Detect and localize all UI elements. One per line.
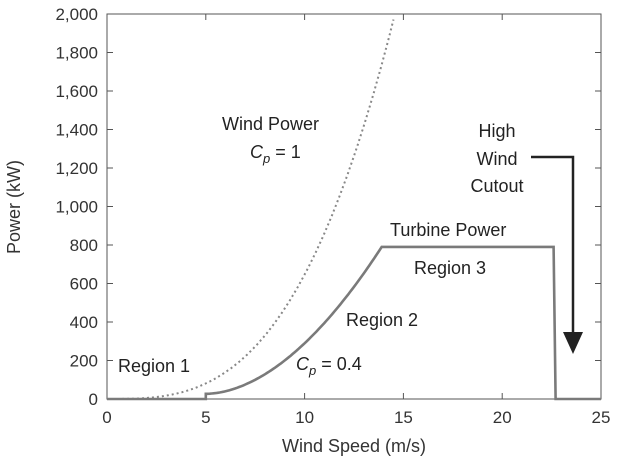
y-tick-label: 0: [89, 390, 98, 409]
x-tick-label: 5: [201, 408, 210, 427]
cp04-value: = 0.4: [321, 354, 362, 374]
cp04-subscript: p: [308, 363, 316, 378]
x-tick-label: 15: [394, 408, 413, 427]
turbine-power-curve: [107, 245, 601, 401]
y-tick-label: 2,000: [55, 5, 98, 24]
cp1-label: Cp = 1: [250, 142, 301, 166]
cutout-arrow-line: [531, 155, 575, 336]
region1-label: Region 1: [118, 356, 190, 376]
x-tick-label: 10: [295, 408, 314, 427]
y-tick-label: 1,400: [55, 121, 98, 140]
y-tick-label: 1,200: [55, 159, 98, 178]
x-tick-label: 0: [102, 408, 111, 427]
y-tick-label: 200: [70, 352, 98, 371]
x-axis-ticks: 0 5 10 15 20 25: [102, 14, 610, 427]
y-tick-label: 400: [70, 313, 98, 332]
x-tick-label: 20: [493, 408, 512, 427]
cp1-prefix: C: [250, 142, 264, 162]
cp04-label: Cp = 0.4: [296, 354, 362, 378]
y-tick-label: 1,000: [55, 198, 98, 217]
cutout-arrow-head: [563, 332, 583, 354]
y-tick-label: 800: [70, 236, 98, 255]
cutout-line3: Cutout: [470, 176, 523, 196]
wind-power-label: Wind Power: [222, 114, 319, 134]
wind-power-curve: [107, 19, 395, 400]
plot-frame: [106, 13, 602, 400]
cp04-prefix: C: [296, 354, 310, 374]
series-layer: [107, 19, 601, 401]
y-tick-label: 600: [70, 275, 98, 294]
cp1-subscript: p: [262, 151, 270, 166]
x-tick-label: 25: [592, 408, 611, 427]
region2-label: Region 2: [346, 310, 418, 330]
y-axis-ticks: 0 200 400 600 800 1,000 1,200 1,400 1,600 1,800 2,…: [55, 5, 601, 409]
cp1-value: = 1: [275, 142, 301, 162]
x-axis-title: Wind Speed (m/s): [282, 436, 426, 456]
y-tick-label: 1,800: [55, 44, 98, 63]
cutout-line1: High: [478, 121, 515, 141]
y-axis-title: Power (kW): [4, 160, 24, 254]
cutout-line2: Wind: [476, 149, 517, 169]
y-tick-label: 1,600: [55, 82, 98, 101]
region3-label: Region 3: [414, 258, 486, 278]
turbine-power-label: Turbine Power: [390, 220, 506, 240]
